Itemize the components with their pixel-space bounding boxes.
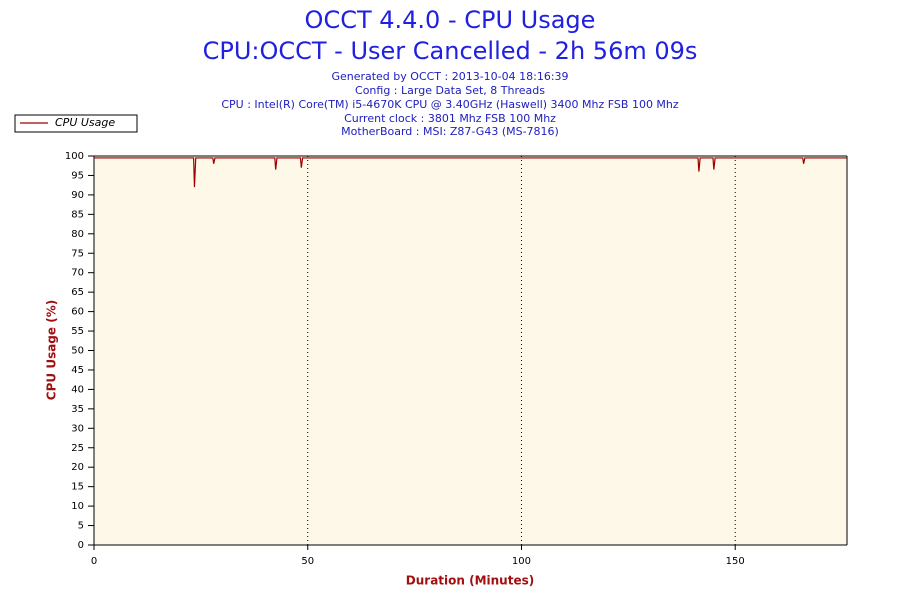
y-tick-label: 5	[78, 521, 84, 532]
chart-subtitle: CPU:OCCT - User Cancelled - 2h 56m 09s	[203, 37, 698, 65]
legend-label: CPU Usage	[55, 116, 115, 129]
legend-box	[14, 114, 138, 133]
chart-title: OCCT 4.4.0 - CPU Usage	[305, 6, 596, 34]
x-axis-label: Duration (Minutes)	[406, 574, 534, 588]
y-tick-label: 55	[71, 326, 84, 337]
y-tick-label: 80	[71, 229, 84, 240]
legend	[14, 114, 138, 133]
plot-area	[94, 156, 847, 545]
y-tick-label: 95	[71, 170, 84, 181]
y-tick-label: 30	[71, 423, 84, 434]
y-tick-label: 10	[71, 501, 84, 512]
line-series	[94, 157, 847, 188]
y-tick-label: 50	[71, 346, 84, 357]
x-tick-label: 50	[301, 556, 314, 567]
y-tick-label: 70	[71, 268, 84, 279]
y-axis-label: CPU Usage (%)	[45, 300, 59, 400]
y-tick-label: 35	[71, 404, 84, 415]
y-tick-label: 90	[71, 190, 84, 201]
y-tick-label: 65	[71, 287, 84, 298]
x-tick-label: 0	[91, 556, 97, 567]
x-tick-label: 100	[512, 556, 531, 567]
y-tick-label: 0	[78, 540, 84, 551]
info-line: Generated by OCCT : 2013-10-04 18:16:39	[331, 70, 568, 83]
y-tick-label: 85	[71, 209, 84, 220]
y-tick-label: 45	[71, 365, 84, 376]
y-tick-label: 20	[71, 462, 84, 473]
y-tick-label: 75	[71, 248, 84, 259]
y-tick-label: 40	[71, 384, 84, 395]
x-tick-label: 150	[726, 556, 745, 567]
y-tick-label: 15	[71, 482, 84, 493]
y-tick-label: 25	[71, 443, 84, 454]
info-line: MotherBoard : MSI: Z87-G43 (MS-7816)	[341, 125, 559, 138]
info-line: Config : Large Data Set, 8 Threads	[355, 84, 545, 97]
info-line: CPU : Intel(R) Core(TM) i5-4670K CPU @ 3…	[221, 98, 679, 111]
y-tick-label: 60	[71, 307, 84, 318]
info-line: Current clock : 3801 Mhz FSB 100 Mhz	[344, 112, 556, 125]
y-tick-label: 100	[65, 151, 84, 162]
